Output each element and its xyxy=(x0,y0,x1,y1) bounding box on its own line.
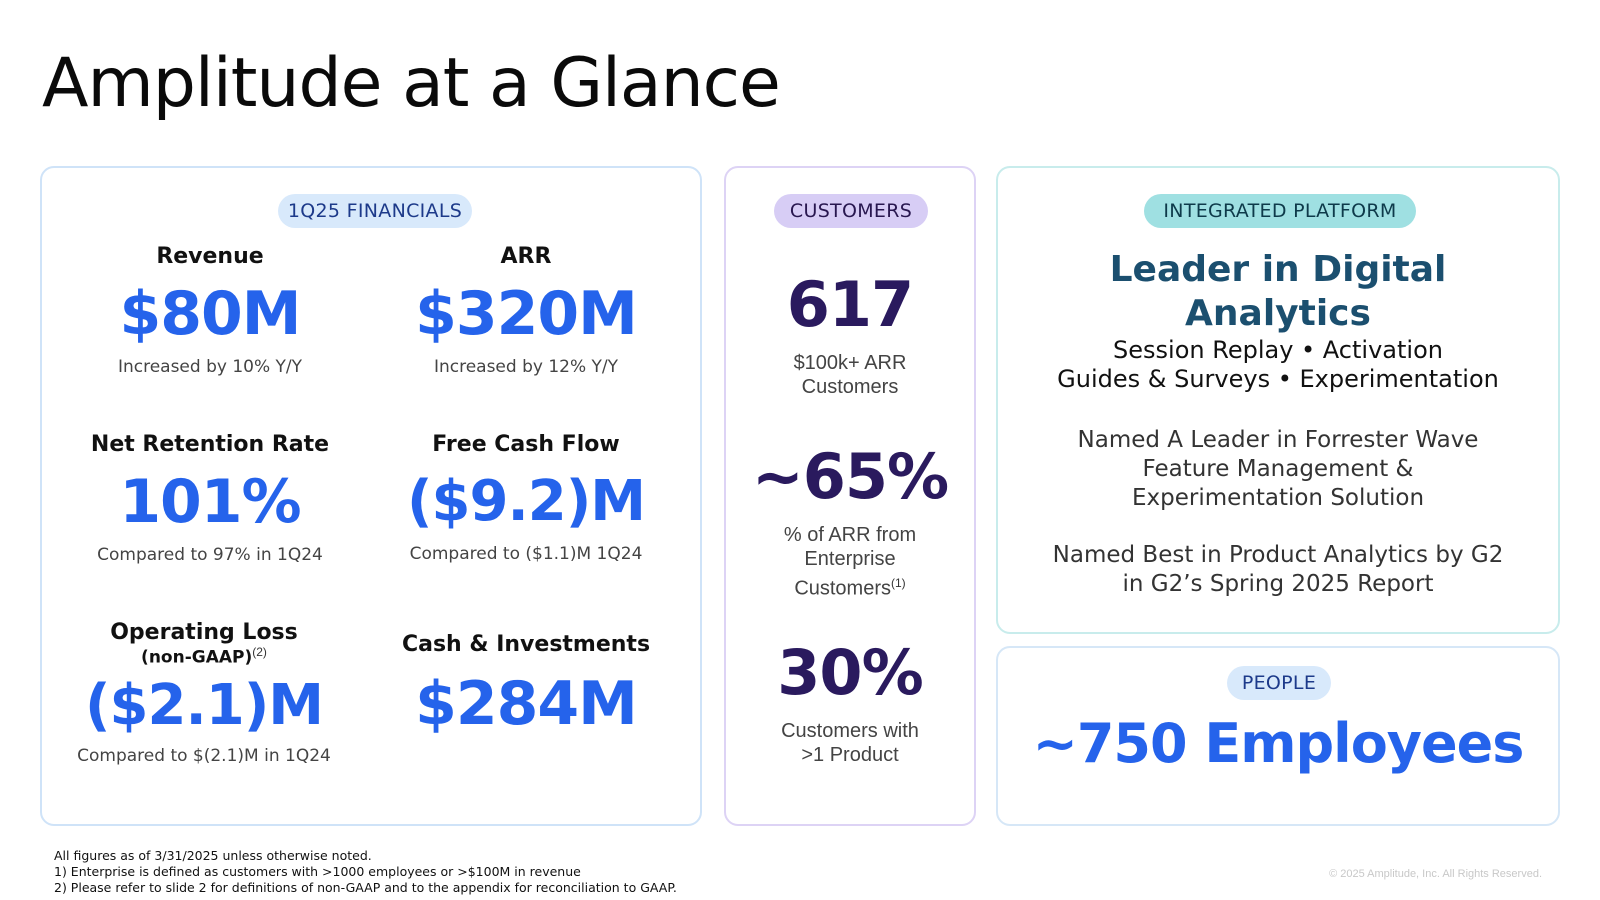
copyright: © 2025 Amplitude, Inc. All Rights Reserv… xyxy=(1329,868,1542,880)
revenue-value: $80M xyxy=(119,279,302,349)
platform-heading-line2: Analytics xyxy=(1185,293,1371,334)
enterprise-arr-metric: ~65% % of ARR from Enterprise Customers(… xyxy=(726,440,974,601)
enterprise-arr-value: ~65% xyxy=(751,440,949,513)
nrr-value: 101% xyxy=(119,467,301,537)
operating-loss-footnote-ref: (2) xyxy=(252,645,267,659)
footnote-line1: All figures as of 3/31/2025 unless other… xyxy=(54,848,372,863)
operating-loss-value: ($2.1)M xyxy=(84,673,324,739)
platform-pill: INTEGRATED PLATFORM xyxy=(1144,194,1416,228)
customers-100k-line2: Customers xyxy=(801,376,899,398)
nrr-note: Compared to 97% in 1Q24 xyxy=(97,545,323,565)
platform-heading-line1: Leader in Digital xyxy=(1109,249,1447,290)
arr-value: $320M xyxy=(415,279,638,349)
operating-loss-metric: Operating Loss (non-GAAP)(2) ($2.1)M Com… xyxy=(54,620,354,766)
cash-value: $284M xyxy=(415,669,638,739)
revenue-metric: Revenue $80M Increased by 10% Y/Y xyxy=(60,244,360,377)
footnote-line3: 2) Please refer to slide 2 for definitio… xyxy=(54,880,677,895)
platform-heading: Leader in Digital Analytics xyxy=(998,248,1558,336)
enterprise-arr-line1: % of ARR from xyxy=(783,524,917,546)
footnotes: All figures as of 3/31/2025 unless other… xyxy=(54,848,677,896)
forrester-line1: Named A Leader in Forrester Wave xyxy=(1077,427,1479,453)
enterprise-arr-line3: Customers xyxy=(794,577,892,600)
forrester-line2: Feature Management & xyxy=(1142,456,1414,482)
page-title: Amplitude at a Glance xyxy=(42,44,781,123)
multi-product-line2: >1 Product xyxy=(801,744,899,766)
g2-line2: in G2’s Spring 2025 Report xyxy=(1122,571,1434,597)
employees-value: ~750 Employees xyxy=(1032,712,1525,775)
arr-metric: ARR $320M Increased by 12% Y/Y xyxy=(376,244,676,377)
footnote-line2: 1) Enterprise is defined as customers wi… xyxy=(54,864,581,879)
financials-pill: 1Q25 FINANCIALS xyxy=(278,194,472,228)
operating-loss-sublabel: (non-GAAP) xyxy=(141,647,253,668)
multi-product-line1: Customers with xyxy=(781,720,919,742)
nrr-metric: Net Retention Rate 101% Compared to 97% … xyxy=(60,432,360,565)
operating-loss-note: Compared to $(2.1)M in 1Q24 xyxy=(77,746,331,767)
multi-product-metric: 30% Customers with >1 Product xyxy=(726,636,974,767)
people-pill: PEOPLE xyxy=(1227,666,1331,700)
customers-100k-value: 617 xyxy=(786,268,914,341)
fcf-value: ($9.2)M xyxy=(406,469,646,534)
revenue-label: Revenue xyxy=(156,244,264,269)
platform-features-line2: Guides & Surveys • Experimentation xyxy=(1057,365,1499,393)
cash-label: Cash & Investments xyxy=(401,632,651,657)
enterprise-footnote-ref: (1) xyxy=(891,576,906,590)
customers-card: CUSTOMERS 617 $100k+ ARR Customers ~65% … xyxy=(724,166,976,826)
enterprise-arr-line2: Enterprise xyxy=(804,548,896,570)
customers-100k-line1: $100k+ ARR xyxy=(793,352,907,374)
revenue-note: Increased by 10% Y/Y xyxy=(117,357,303,377)
arr-label: ARR xyxy=(500,244,552,269)
nrr-label: Net Retention Rate xyxy=(90,432,330,457)
fcf-note: Compared to ($1.1)M 1Q24 xyxy=(409,544,643,564)
platform-features-line1: Session Replay • Activation xyxy=(1113,336,1443,364)
fcf-label: Free Cash Flow xyxy=(432,432,620,457)
arr-note: Increased by 12% Y/Y xyxy=(433,357,619,377)
forrester-line3: Experimentation Solution xyxy=(1131,485,1425,511)
g2-line1: Named Best in Product Analytics by G2 xyxy=(1052,542,1504,568)
platform-card: INTEGRATED PLATFORM Leader in Digital An… xyxy=(996,166,1560,634)
fcf-metric: Free Cash Flow ($9.2)M Compared to ($1.1… xyxy=(376,432,676,564)
operating-loss-label: Operating Loss xyxy=(110,620,298,645)
customers-pill: CUSTOMERS xyxy=(774,194,928,228)
people-card: PEOPLE ~750 Employees xyxy=(996,646,1560,826)
financials-card: 1Q25 FINANCIALS Revenue $80M Increased b… xyxy=(40,166,702,826)
multi-product-value: 30% xyxy=(777,636,923,709)
customers-100k-metric: 617 $100k+ ARR Customers xyxy=(726,268,974,399)
cash-metric: Cash & Investments $284M xyxy=(376,632,676,739)
